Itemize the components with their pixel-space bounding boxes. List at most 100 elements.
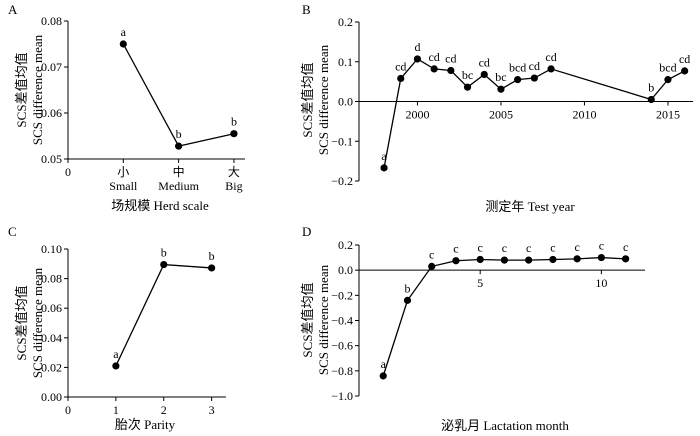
significance-letter: b (404, 281, 410, 295)
category-label-zh: 中 (173, 164, 185, 179)
significance-letter: bc (495, 70, 506, 84)
data-point (480, 70, 488, 79)
data-point (428, 262, 436, 270)
y-tick-label: −0.8 (331, 364, 353, 378)
y-axis-label: SCS差值均值 (300, 62, 315, 137)
x-tick-label: 3 (209, 403, 215, 417)
data-point (476, 255, 484, 264)
significance-letter: a (121, 25, 127, 39)
significance-letter: bcd (509, 61, 526, 75)
x-axis-label: 泌乳月 Lactation month (441, 418, 569, 433)
y-tick-label: −0.1 (331, 134, 353, 148)
significance-letter: cd (529, 59, 540, 73)
significance-letter: cd (479, 55, 490, 69)
y-tick-label: 0.02 (41, 360, 62, 374)
significance-letter: cd (545, 50, 556, 64)
significance-letter: a (113, 347, 119, 361)
panel-d: D −1.0 −0.8 −0.6 −0.4 −0.2 0.0 0.2 5 10 a b c c c c c c c c… (300, 224, 645, 433)
significance-letter: b (161, 246, 167, 260)
y-axis-label: SCS差值均值 (14, 285, 29, 360)
x-tick-label: 5 (477, 276, 483, 290)
y-axis-label: SCS difference mean (316, 44, 331, 155)
significance-letter: c (478, 240, 483, 254)
data-point (463, 83, 472, 91)
significance-letter: c (502, 241, 507, 255)
significance-letter: c (550, 240, 555, 254)
data-point (452, 257, 460, 265)
significance-letter: c (599, 239, 604, 253)
data-point (430, 65, 438, 73)
significance-letter: cd (395, 59, 406, 73)
data-point (500, 256, 509, 264)
category-label-zh: 小 (117, 165, 129, 179)
y-tick-label: 0.2 (338, 238, 353, 252)
data-point (175, 142, 183, 150)
data-point (597, 253, 605, 262)
y-axis-label: SCS difference mean (316, 264, 331, 375)
panel-letter: B (302, 2, 311, 17)
data-point (208, 264, 216, 272)
x-axis-label: 场规模 Herd scale (111, 198, 209, 213)
significance-letter: c (574, 240, 579, 254)
y-tick-label: −0.2 (331, 174, 353, 188)
category-label-en: Big (225, 179, 242, 193)
y-axis-label: SCS difference mean (30, 267, 45, 378)
data-point (230, 130, 238, 138)
y-tick-label: 0.04 (41, 331, 62, 345)
x-tick-label: 2 (161, 403, 167, 417)
y-tick-label: 0.05 (41, 152, 62, 166)
significance-letter: bcd (659, 61, 676, 75)
y-tick-label: 0.0 (338, 263, 353, 277)
category-label-en: Medium (158, 179, 199, 193)
x-axis-label: 测定年 Test year (485, 199, 575, 214)
significance-letter: a (381, 357, 387, 371)
y-tick-label: 0.2 (338, 15, 353, 29)
series-line (115, 263, 212, 367)
y-tick-label: 0.06 (41, 106, 62, 120)
y-tick-label: 0.1 (338, 55, 353, 69)
panel-c: C 0.00 0.02 0.04 0.06 0.08 0.10 0 1 2 3 a b b SCS差值均值 S… (8, 224, 226, 432)
significance-letter: cd (679, 52, 690, 66)
data-point (664, 76, 672, 84)
x-tick-label: 10 (595, 276, 607, 290)
data-point (497, 85, 505, 93)
data-point (379, 372, 387, 380)
data-point (530, 74, 538, 82)
significance-letter: cd (428, 50, 439, 64)
significance-letter: c (429, 247, 434, 261)
panel-letter: D (302, 224, 311, 239)
y-tick-label: −1.0 (331, 389, 353, 403)
significance-letter: d (414, 40, 420, 54)
y-tick-label: 0.06 (41, 301, 62, 315)
y-tick-label: 0.07 (41, 60, 62, 74)
y-tick-label: 0.08 (41, 272, 62, 286)
significance-letter: b (231, 115, 237, 129)
x-tick-label: 2005 (489, 108, 513, 122)
data-point (403, 296, 412, 304)
data-point (514, 76, 522, 84)
data-point (549, 255, 557, 264)
data-point (525, 256, 533, 264)
data-point (380, 164, 388, 172)
series-line (382, 256, 626, 377)
significance-letter: cd (445, 51, 456, 65)
data-point (547, 65, 555, 73)
y-axis-label: SCS difference mean (30, 34, 45, 145)
x-tick-label: 2015 (656, 108, 680, 122)
significance-letter: b (648, 81, 654, 95)
data-point (413, 55, 422, 63)
category-label-zh: 大 (228, 165, 240, 179)
y-tick-label: 0.10 (41, 242, 62, 256)
panel-letter: C (8, 224, 17, 239)
x-tick-label: 1 (113, 403, 119, 417)
data-point (573, 255, 581, 263)
data-point (160, 260, 168, 269)
y-axis-label: SCS差值均值 (14, 52, 29, 127)
data-point (119, 40, 127, 48)
y-tick-label: −0.6 (331, 339, 353, 353)
category-label-en: Small (109, 179, 138, 193)
y-axis-label: SCS差值均值 (300, 282, 315, 357)
data-point (622, 255, 630, 263)
x-tick-label: 0 (65, 403, 71, 417)
